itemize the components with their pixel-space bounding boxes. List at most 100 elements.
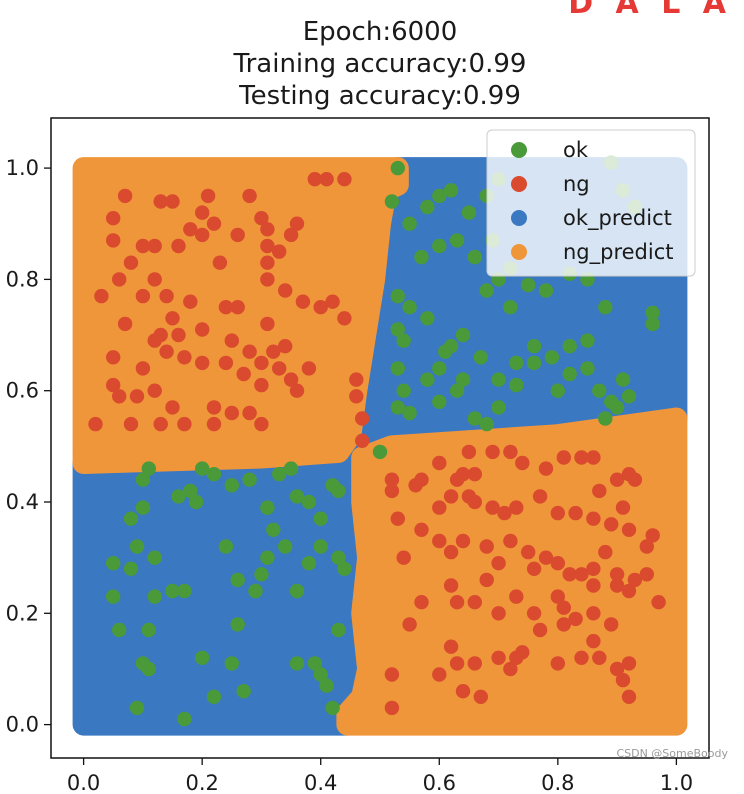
point-ng-150 (491, 650, 506, 665)
point-ng-13 (195, 227, 210, 243)
x-tick-label-3: 0.6 (423, 771, 456, 794)
point-ng-142 (550, 589, 565, 604)
point-ok-48 (580, 361, 595, 376)
point-ok-79 (260, 500, 275, 515)
point-ng-22 (272, 244, 287, 259)
point-ng-79 (355, 411, 370, 426)
point-ng-48 (266, 344, 281, 359)
point-ng-36 (135, 288, 151, 304)
x-tick-label-5: 1.0 (660, 771, 693, 794)
y-tick-label-1: 0.2 (6, 601, 39, 625)
point-ok-80 (272, 467, 287, 482)
point-ok-29 (509, 377, 524, 393)
point-ok-12 (467, 249, 482, 265)
point-ng-10 (171, 238, 186, 254)
point-ok-26 (562, 339, 577, 354)
point-ng-45 (224, 333, 239, 348)
point-ok-61 (438, 344, 453, 359)
point-ng-117 (639, 539, 654, 554)
point-ok-0 (390, 160, 405, 176)
point-ng-140 (509, 589, 524, 604)
csdn-watermark: CSDN @SomeBoody (616, 747, 728, 760)
point-ng-126 (521, 544, 536, 560)
x-tick-label-4: 0.8 (541, 771, 574, 794)
point-ok-119 (177, 711, 192, 727)
point-ok-122 (254, 567, 269, 582)
legend-box (486, 129, 696, 277)
point-ng-171 (550, 556, 565, 571)
point-ng-39 (165, 311, 180, 326)
point-ng-27 (319, 172, 334, 187)
point-ng-174 (556, 617, 571, 632)
point-ng-87 (432, 455, 447, 471)
point-ng-51 (283, 372, 299, 387)
point-ok-69 (123, 511, 139, 526)
legend-label-ok: ok (563, 138, 589, 162)
point-ng-102 (627, 472, 643, 487)
point-ng-98 (586, 450, 601, 465)
point-ng-11 (183, 222, 198, 237)
point-ok-60 (420, 311, 435, 326)
legend-marker-ok (511, 142, 527, 158)
point-ok-82 (289, 489, 305, 504)
point-ng-67 (165, 400, 180, 415)
point-ng-125 (503, 533, 518, 549)
point-ng-128 (562, 567, 577, 582)
point-ok-51 (621, 389, 637, 404)
point-ok-78 (242, 472, 257, 487)
point-ok-49 (598, 411, 613, 426)
legend: ok ng ok_predict ng_predict (486, 129, 696, 277)
point-ng-61 (218, 355, 234, 371)
title-line-1: Epoch:6000 (303, 17, 458, 47)
point-ng-116 (621, 522, 637, 537)
point-ok-110 (236, 684, 251, 699)
point-ng-63 (106, 377, 121, 393)
point-ok-25 (580, 333, 595, 348)
point-ok-120 (129, 700, 145, 716)
point-ng-69 (224, 405, 239, 421)
point-ng-83 (384, 472, 400, 487)
y-axis: 0.0 0.2 0.4 0.6 0.8 1.0 (6, 156, 51, 737)
point-ok-71 (135, 500, 151, 515)
point-ng-156 (609, 661, 625, 677)
point-ng-65 (129, 389, 145, 404)
y-tick-label-5: 1.0 (6, 156, 39, 180)
legend-marker-ng_predict (511, 244, 527, 260)
point-ok-16 (538, 283, 554, 298)
point-ng-38 (159, 288, 174, 304)
point-ok-37 (390, 400, 405, 415)
point-ng-15 (206, 216, 222, 231)
point-ng-178 (449, 595, 465, 610)
point-ok-114 (307, 656, 322, 671)
point-ng-32 (313, 300, 328, 315)
point-ng-175 (526, 561, 542, 576)
point-ok-2 (402, 216, 417, 231)
point-ok-104 (141, 622, 156, 638)
point-ok-66 (372, 444, 388, 460)
point-ng-108 (497, 505, 512, 521)
chart-title: Epoch:6000 Training accuracy:0.99 Testin… (233, 17, 527, 111)
point-ng-54 (254, 355, 269, 371)
point-ng-99 (592, 483, 607, 499)
point-ng-149 (467, 656, 482, 671)
point-ok-54 (592, 383, 607, 398)
point-ng-173 (651, 595, 666, 610)
point-ng-46 (242, 344, 257, 359)
point-ok-113 (289, 656, 305, 671)
point-ok-65 (503, 300, 518, 315)
point-ng-123 (455, 533, 471, 549)
point-ng-139 (491, 606, 506, 621)
point-ok-116 (319, 678, 334, 693)
point-ng-137 (443, 578, 459, 593)
point-ng-94 (515, 455, 530, 471)
point-ok-41 (467, 411, 482, 426)
x-tick-label-2: 0.4 (304, 771, 337, 794)
point-ng-55 (254, 377, 269, 393)
point-ng-154 (574, 650, 589, 665)
point-ok-118 (331, 622, 346, 638)
point-ok-59 (402, 300, 417, 315)
point-ok-15 (521, 277, 536, 293)
point-ok-40 (449, 383, 465, 398)
point-ok-30 (491, 372, 506, 387)
